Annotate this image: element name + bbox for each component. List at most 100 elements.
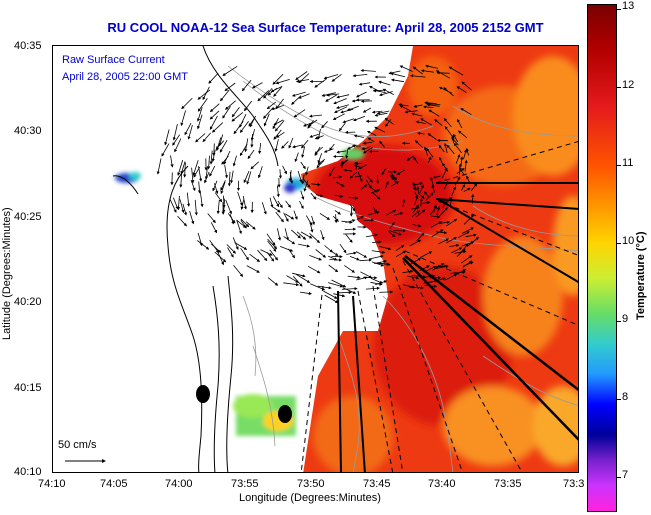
- current-vector: [449, 243, 460, 248]
- current-vector: [222, 106, 231, 119]
- colorbar-tick: 7: [622, 469, 629, 481]
- current-vector: [257, 90, 270, 102]
- current-vector: [451, 135, 455, 144]
- current-vector: [241, 79, 252, 92]
- current-vector: [221, 155, 229, 165]
- x-tick: 74:05: [100, 478, 128, 490]
- current-vector: [410, 257, 422, 265]
- current-vector: [438, 238, 450, 245]
- current-vector: [187, 124, 193, 140]
- current-vector: [349, 204, 356, 212]
- current-vector: [294, 152, 299, 163]
- current-vector: [314, 135, 324, 140]
- current-vector: [267, 240, 277, 252]
- current-vector: [341, 287, 358, 291]
- current-vector: [237, 191, 243, 207]
- current-vector: [379, 246, 392, 251]
- current-vector: [291, 95, 302, 105]
- current-vector: [300, 161, 306, 170]
- current-vector: [214, 192, 223, 203]
- current-vector: [365, 179, 372, 189]
- current-vector: [360, 68, 376, 73]
- current-vector: [393, 212, 404, 216]
- current-vector: [190, 179, 196, 192]
- sst-field: [115, 46, 578, 472]
- current-vector: [309, 114, 322, 118]
- current-vector: [323, 148, 334, 153]
- current-vector: [461, 81, 472, 91]
- current-vector: [442, 201, 448, 209]
- current-vector: [220, 181, 226, 195]
- current-vector: [386, 209, 397, 216]
- current-vector: [411, 206, 420, 210]
- current-vector: [456, 168, 465, 174]
- current-vector: [403, 284, 416, 289]
- current-vector: [240, 218, 250, 228]
- current-vector: [269, 197, 274, 208]
- current-vector: [202, 132, 211, 143]
- current-vector: [300, 190, 305, 200]
- current-vector: [362, 107, 372, 113]
- current-vector: [184, 123, 192, 136]
- current-vector: [307, 120, 314, 129]
- current-vector: [453, 133, 459, 143]
- current-vector: [288, 137, 294, 149]
- current-vector: [278, 169, 283, 179]
- current-vector: [170, 155, 174, 168]
- current-vector: [372, 206, 377, 214]
- current-vector: [250, 161, 259, 170]
- current-vector: [323, 290, 338, 299]
- current-vector: [336, 104, 350, 110]
- current-vector: [333, 98, 347, 105]
- bathymetry-contours: [227, 65, 578, 472]
- x-axis-label: Longitude (Degrees:Minutes): [239, 492, 381, 504]
- current-vector: [292, 144, 303, 149]
- current-vector: [232, 155, 237, 167]
- current-vector: [448, 66, 464, 76]
- x-tick: 73:50: [297, 478, 325, 490]
- current-vector: [208, 72, 219, 84]
- current-vector: [399, 65, 413, 72]
- legend-line2: April 28, 2005 22:00 GMT: [62, 71, 188, 83]
- current-vector: [251, 82, 263, 89]
- current-vector: [361, 146, 371, 151]
- current-vector: [267, 277, 279, 286]
- current-vector: [273, 86, 282, 97]
- current-vector: [391, 78, 405, 83]
- current-vector: [360, 184, 368, 190]
- current-vector: [328, 167, 335, 177]
- current-vector: [297, 93, 310, 99]
- current-vector: [344, 227, 357, 231]
- current-vector: [245, 221, 256, 230]
- current-vector: [310, 283, 326, 291]
- current-vector: [412, 66, 424, 75]
- current-vector: [261, 202, 267, 215]
- current-vector: [173, 197, 179, 210]
- current-vector: [348, 196, 359, 200]
- current-vector: [266, 101, 276, 110]
- current-vector: [384, 181, 389, 189]
- current-vector: [267, 238, 278, 250]
- current-vector: [402, 199, 406, 207]
- current-vector: [443, 87, 454, 97]
- current-vector: [351, 99, 363, 103]
- current-vector: [242, 195, 247, 210]
- current-vector: [453, 142, 463, 154]
- current-vector: [359, 258, 373, 262]
- current-vector: [413, 104, 423, 108]
- current-vector: [412, 204, 420, 214]
- current-vector: [374, 126, 386, 133]
- current-vector: [309, 255, 322, 261]
- current-vector: [444, 126, 453, 137]
- current-vector: [224, 82, 236, 92]
- x-tick: 73:35: [494, 478, 522, 490]
- current-vector: [325, 94, 338, 102]
- current-vector: [332, 113, 345, 120]
- current-vector: [258, 142, 262, 155]
- colorbar-tick: 12: [622, 79, 635, 91]
- current-vector: [295, 79, 310, 83]
- current-vector: [426, 147, 434, 158]
- current-vector: [231, 112, 244, 122]
- current-vector: [295, 273, 311, 283]
- current-vector: [282, 165, 287, 175]
